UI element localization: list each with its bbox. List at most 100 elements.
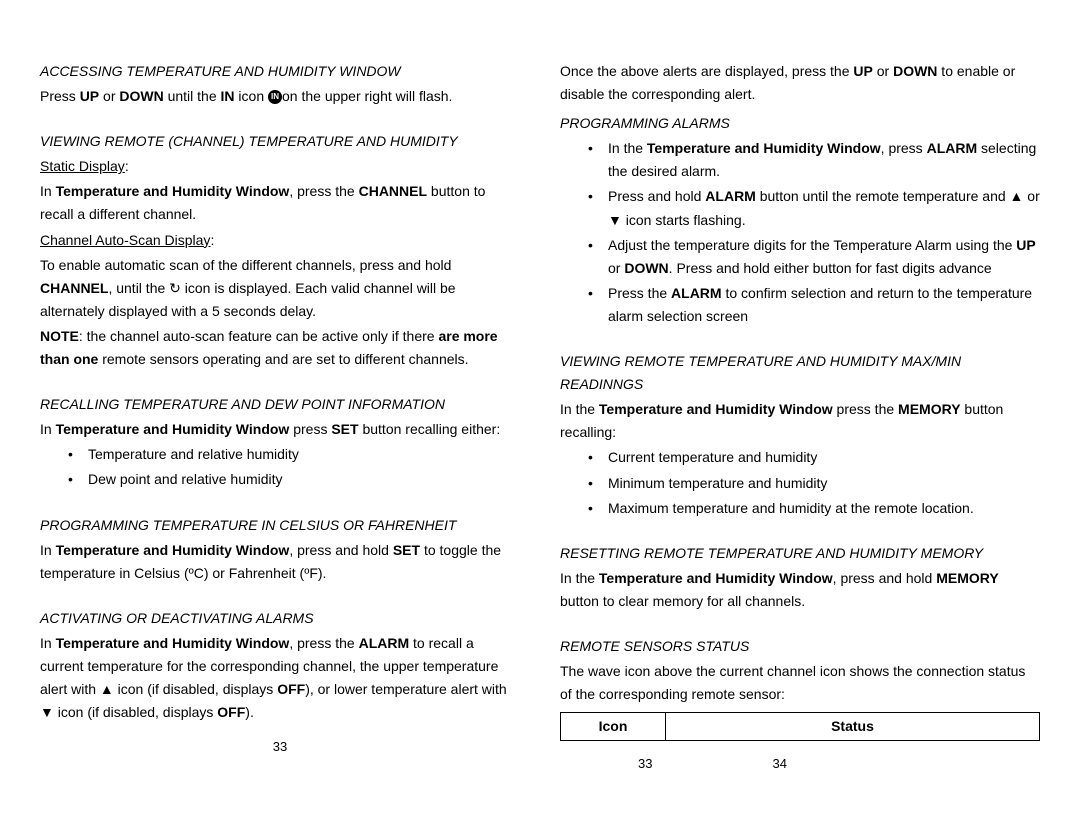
heading-recalling: RECALLING TEMPERATURE AND DEW POINT INFO… bbox=[40, 393, 520, 416]
window-name: Temperature and Humidity Window bbox=[56, 183, 290, 199]
text: or bbox=[99, 88, 119, 104]
text: To enable automatic scan of the differen… bbox=[40, 257, 451, 273]
para: In Temperature and Humidity Window, pres… bbox=[40, 539, 520, 585]
text: , press bbox=[881, 140, 927, 156]
text: In the bbox=[560, 401, 599, 417]
list-item: Maximum temperature and humidity at the … bbox=[608, 497, 1040, 520]
para: In the Temperature and Humidity Window, … bbox=[560, 567, 1040, 613]
text: Press and hold bbox=[608, 188, 705, 204]
list-item: Temperature and relative humidity bbox=[88, 443, 520, 466]
label-up: UP bbox=[80, 88, 99, 104]
button-name: SET bbox=[393, 542, 420, 558]
para: In Temperature and Humidity Window, pres… bbox=[40, 180, 520, 226]
label-down: DOWN bbox=[624, 260, 668, 276]
button-name: ALARM bbox=[927, 140, 978, 156]
button-name: CHANNEL bbox=[359, 183, 427, 199]
text: : the channel auto-scan feature can be a… bbox=[79, 328, 439, 344]
auto-scan-label: Channel Auto-Scan Display: bbox=[40, 229, 520, 252]
manual-page: ACCESSING TEMPERATURE AND HUMIDITY WINDO… bbox=[0, 0, 1080, 795]
off-label: OFF bbox=[217, 704, 245, 720]
table-row: Icon Status bbox=[561, 713, 1040, 741]
bullet-list: Current temperature and humidity Minimum… bbox=[560, 446, 1040, 519]
text: or bbox=[608, 260, 624, 276]
text: , press and hold bbox=[833, 570, 937, 586]
button-name: ALARM bbox=[671, 285, 722, 301]
label-up: UP bbox=[1016, 237, 1035, 253]
window-name: Temperature and Humidity Window bbox=[56, 421, 290, 437]
label-up: UP bbox=[853, 63, 872, 79]
icon-status-table: Icon Status bbox=[560, 712, 1040, 741]
list-item: Minimum temperature and humidity bbox=[608, 472, 1040, 495]
heading-viewing-maxmin: VIEWING REMOTE TEMPERATURE AND HUMIDITY … bbox=[560, 350, 1040, 396]
list-item: Adjust the temperature digits for the Te… bbox=[608, 234, 1040, 280]
text: or bbox=[873, 63, 893, 79]
para: In Temperature and Humidity Window press… bbox=[40, 418, 520, 441]
text: In bbox=[40, 421, 56, 437]
text: In bbox=[40, 542, 56, 558]
para: To enable automatic scan of the differen… bbox=[40, 254, 520, 323]
button-name: MEMORY bbox=[898, 401, 960, 417]
page-number: 34 bbox=[772, 753, 786, 774]
page-number: 33 bbox=[638, 753, 652, 774]
text: Adjust the temperature digits for the Te… bbox=[608, 237, 1016, 253]
text: Press bbox=[40, 88, 80, 104]
label-down: DOWN bbox=[119, 88, 163, 104]
underline-text: Static Display bbox=[40, 158, 125, 174]
para: Once the above alerts are displayed, pre… bbox=[560, 60, 1040, 106]
text: icon bbox=[235, 88, 268, 104]
text: , press and hold bbox=[289, 542, 393, 558]
off-label: OFF bbox=[277, 681, 305, 697]
text: on the upper right will flash. bbox=[282, 88, 452, 104]
right-column: Once the above alerts are displayed, pre… bbox=[560, 60, 1040, 775]
static-display-label: Static Display: bbox=[40, 155, 520, 178]
button-name: MEMORY bbox=[936, 570, 998, 586]
para: Press UP or DOWN until the IN icon INon … bbox=[40, 85, 520, 108]
window-name: Temperature and Humidity Window bbox=[599, 401, 833, 417]
window-name: Temperature and Humidity Window bbox=[599, 570, 833, 586]
heading-sensor-status: REMOTE SENSORS STATUS bbox=[560, 635, 1040, 658]
text: press bbox=[289, 421, 331, 437]
list-item: Press the ALARM to confirm selection and… bbox=[608, 282, 1040, 328]
text: remote sensors operating and are set to … bbox=[98, 351, 468, 367]
bullet-list: Temperature and relative humidity Dew po… bbox=[40, 443, 520, 491]
text: until the bbox=[164, 88, 221, 104]
button-name: ALARM bbox=[359, 635, 410, 651]
heading-accessing: ACCESSING TEMPERATURE AND HUMIDITY WINDO… bbox=[40, 60, 520, 83]
text: button to clear memory for all channels. bbox=[560, 593, 805, 609]
button-name: SET bbox=[331, 421, 358, 437]
heading-programming-cf: PROGRAMMING TEMPERATURE IN CELSIUS OR FA… bbox=[40, 514, 520, 537]
th-status: Status bbox=[666, 713, 1040, 741]
heading-resetting: RESETTING REMOTE TEMPERATURE AND HUMIDIT… bbox=[560, 542, 1040, 565]
window-name: Temperature and Humidity Window bbox=[56, 542, 290, 558]
text: In bbox=[40, 635, 56, 651]
text: In the bbox=[608, 140, 647, 156]
th-icon: Icon bbox=[561, 713, 666, 741]
para: In the Temperature and Humidity Window p… bbox=[560, 398, 1040, 444]
text: In the bbox=[560, 570, 599, 586]
window-name: Temperature and Humidity Window bbox=[647, 140, 881, 156]
label-in: IN bbox=[221, 88, 235, 104]
list-item: Current temperature and humidity bbox=[608, 446, 1040, 469]
text: ). bbox=[245, 704, 254, 720]
text: , press the bbox=[289, 635, 358, 651]
text: In bbox=[40, 183, 56, 199]
list-item: Dew point and relative humidity bbox=[88, 468, 520, 491]
text: Press the bbox=[608, 285, 671, 301]
heading-viewing-remote: VIEWING REMOTE (CHANNEL) TEMPERATURE AND… bbox=[40, 130, 520, 153]
text: button recalling either: bbox=[359, 421, 501, 437]
label-down: DOWN bbox=[893, 63, 937, 79]
in-icon: IN bbox=[268, 90, 282, 104]
page-number-row: 33 34 bbox=[560, 753, 1040, 774]
page-number: 33 bbox=[40, 736, 520, 757]
bullet-list: In the Temperature and Humidity Window, … bbox=[560, 137, 1040, 328]
text: . Press and hold either button for fast … bbox=[669, 260, 992, 276]
heading-activating-alarms: ACTIVATING OR DEACTIVATING ALARMS bbox=[40, 607, 520, 630]
heading-programming-alarms: PROGRAMMING ALARMS bbox=[560, 112, 1040, 135]
underline-text: Channel Auto-Scan Display bbox=[40, 232, 210, 248]
text: Once the above alerts are displayed, pre… bbox=[560, 63, 853, 79]
left-column: ACCESSING TEMPERATURE AND HUMIDITY WINDO… bbox=[40, 60, 520, 775]
note: NOTE: the channel auto-scan feature can … bbox=[40, 325, 520, 371]
list-item: Press and hold ALARM button until the re… bbox=[608, 185, 1040, 231]
button-name: CHANNEL bbox=[40, 280, 108, 296]
window-name: Temperature and Humidity Window bbox=[56, 635, 290, 651]
